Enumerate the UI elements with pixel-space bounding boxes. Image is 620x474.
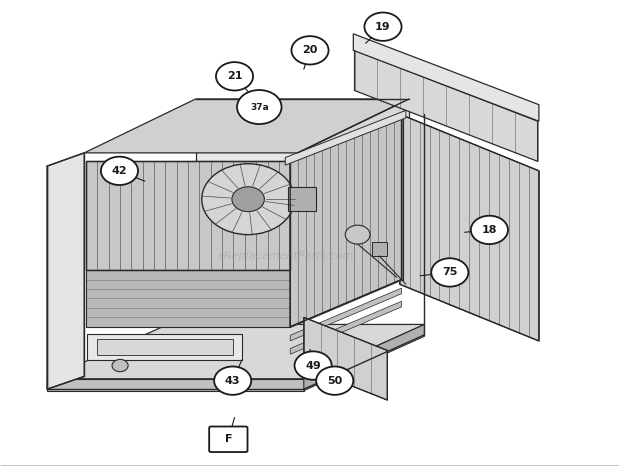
Text: eReplacementParts.com: eReplacementParts.com bbox=[217, 251, 353, 261]
Polygon shape bbox=[290, 99, 409, 161]
Circle shape bbox=[345, 225, 370, 244]
Circle shape bbox=[237, 90, 281, 124]
Polygon shape bbox=[304, 318, 388, 400]
Text: 43: 43 bbox=[225, 376, 241, 386]
Text: 20: 20 bbox=[303, 46, 317, 55]
Polygon shape bbox=[47, 153, 84, 389]
Text: F: F bbox=[224, 434, 232, 444]
Text: 18: 18 bbox=[482, 225, 497, 235]
Text: 42: 42 bbox=[112, 166, 127, 176]
Ellipse shape bbox=[232, 187, 264, 211]
Circle shape bbox=[365, 12, 402, 41]
Polygon shape bbox=[400, 114, 539, 341]
Polygon shape bbox=[86, 270, 290, 327]
Polygon shape bbox=[290, 275, 402, 328]
Polygon shape bbox=[372, 242, 388, 256]
Circle shape bbox=[214, 366, 251, 395]
Polygon shape bbox=[288, 187, 316, 211]
Circle shape bbox=[101, 156, 138, 185]
Polygon shape bbox=[97, 338, 232, 355]
Polygon shape bbox=[195, 99, 409, 209]
Circle shape bbox=[112, 359, 128, 372]
Circle shape bbox=[294, 351, 332, 380]
Polygon shape bbox=[84, 99, 409, 153]
Polygon shape bbox=[304, 324, 425, 391]
Circle shape bbox=[471, 216, 508, 244]
Text: 21: 21 bbox=[227, 71, 242, 82]
Ellipse shape bbox=[202, 164, 294, 235]
Text: 50: 50 bbox=[327, 376, 342, 386]
Polygon shape bbox=[290, 301, 402, 354]
Polygon shape bbox=[290, 288, 402, 341]
Polygon shape bbox=[290, 114, 402, 327]
Circle shape bbox=[216, 62, 253, 91]
Text: 37a: 37a bbox=[250, 102, 268, 111]
Polygon shape bbox=[87, 334, 242, 360]
FancyBboxPatch shape bbox=[209, 427, 247, 452]
Polygon shape bbox=[285, 110, 406, 165]
Circle shape bbox=[316, 366, 353, 395]
Polygon shape bbox=[353, 34, 539, 121]
Polygon shape bbox=[47, 324, 425, 379]
Text: 49: 49 bbox=[305, 361, 321, 371]
Text: 75: 75 bbox=[442, 267, 458, 277]
Polygon shape bbox=[47, 379, 304, 391]
Text: 19: 19 bbox=[375, 22, 391, 32]
Circle shape bbox=[432, 258, 468, 287]
Polygon shape bbox=[355, 50, 538, 161]
Polygon shape bbox=[86, 161, 290, 270]
Circle shape bbox=[291, 36, 329, 64]
